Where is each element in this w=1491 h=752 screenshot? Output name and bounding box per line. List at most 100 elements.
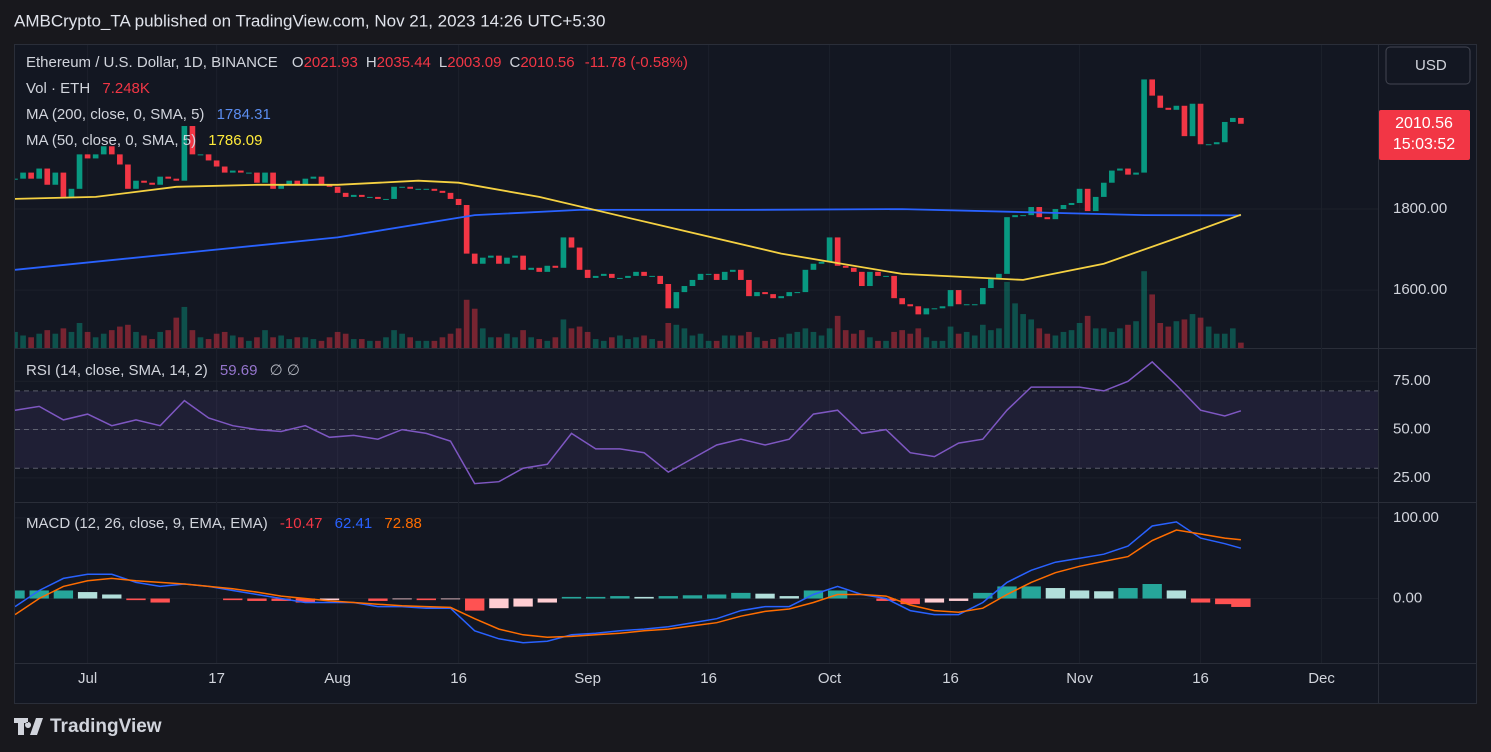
ohlc-key: L — [439, 54, 447, 71]
ohlc-value: 2021.93 — [304, 54, 358, 71]
macd-histogram-bar — [755, 593, 775, 599]
volume-bar — [794, 331, 801, 348]
volume-bar — [342, 333, 349, 348]
volume-bar — [786, 333, 793, 348]
volume-bar — [810, 331, 817, 348]
candle-body — [584, 269, 591, 278]
candle-body — [246, 172, 252, 174]
volume-bar — [504, 333, 510, 348]
volume-bar — [971, 335, 978, 348]
volume-bar — [576, 326, 583, 348]
candle-body — [84, 154, 91, 159]
candle-body — [600, 273, 607, 276]
moving-average-line — [15, 179, 1242, 281]
logo-icon — [14, 718, 43, 735]
volume-bar — [778, 337, 785, 348]
currency-button[interactable] — [1385, 46, 1471, 85]
y-tick-label: 0.00 — [1393, 589, 1422, 606]
volume-bar — [738, 335, 744, 348]
macd-histogram-bar — [15, 590, 25, 599]
volume-bar — [552, 337, 559, 348]
volume-bar — [326, 337, 333, 348]
volume-bar — [1004, 281, 1010, 348]
volume-bar — [399, 333, 405, 348]
macd-histogram-bar — [658, 596, 678, 599]
candle-body — [149, 182, 155, 185]
currency-button-label[interactable]: USD — [1415, 57, 1447, 74]
volume-bar — [173, 317, 180, 348]
volume-bar — [713, 340, 720, 348]
ohlc-value: 2003.09 — [447, 54, 501, 71]
volume-bar — [221, 331, 228, 348]
candle-body — [826, 237, 833, 262]
volume-bar — [834, 315, 841, 348]
candle-body — [762, 292, 768, 295]
macd-histogram-bar — [973, 592, 993, 599]
volume-bar — [1052, 335, 1059, 348]
candle-body — [391, 186, 397, 199]
candle-body — [1197, 103, 1204, 145]
volume-bar — [189, 330, 196, 348]
volume-bar — [447, 333, 454, 348]
candle-body — [1109, 170, 1115, 183]
candle-body — [1213, 142, 1220, 145]
candle-body — [746, 279, 752, 297]
candle-body — [108, 146, 115, 155]
candle-body — [125, 164, 131, 189]
volume-bar — [149, 339, 155, 348]
volume-bar — [947, 326, 954, 348]
candle-body — [100, 146, 107, 155]
ma200-name: MA (200, close, 0, SMA, 5) — [26, 106, 204, 123]
ohlc-value: 2010.56 — [520, 54, 574, 71]
candle-body — [1100, 182, 1107, 197]
volume-bar — [867, 337, 873, 348]
macd-histogram-bar — [440, 598, 461, 600]
candle-body — [1004, 217, 1010, 274]
volume-bar — [310, 339, 317, 348]
candle-body — [1117, 168, 1123, 171]
candle-body — [738, 269, 744, 280]
macd-histogram-bar — [1190, 598, 1211, 603]
candle-body — [1205, 144, 1212, 146]
candle-body — [367, 196, 373, 198]
volume-bar — [697, 333, 704, 348]
volume-bar — [254, 337, 260, 348]
candle-body — [375, 196, 381, 199]
candle-body — [197, 154, 204, 156]
candle-body — [552, 265, 559, 268]
candle-body — [68, 188, 75, 197]
macd-histogram-bar — [610, 596, 630, 599]
candle-body — [1230, 117, 1236, 122]
volume-bar — [1205, 326, 1212, 348]
macd-histogram-bar — [586, 596, 606, 599]
candle-body — [834, 237, 841, 266]
candle-body — [1165, 107, 1172, 110]
volume-bar — [915, 328, 922, 348]
volume-bar — [1100, 328, 1107, 348]
last-price: 2010.56 — [1395, 115, 1453, 132]
volume-bar — [181, 306, 188, 348]
candle-body — [1189, 103, 1196, 137]
macd-histogram-bar — [319, 598, 340, 601]
macd-histogram-bar — [1069, 590, 1090, 599]
candle-body — [117, 154, 123, 165]
volume-bar — [1092, 328, 1099, 348]
candle-body — [383, 198, 389, 200]
volume-bar — [36, 333, 43, 348]
volume-bar — [988, 330, 994, 348]
macd-histogram-bar — [102, 594, 122, 599]
volume-bar — [350, 339, 357, 348]
candle-body — [334, 186, 341, 193]
candle-body — [617, 277, 623, 279]
volume-bar — [431, 340, 438, 348]
y-tick-label: 1600.00 — [1393, 281, 1447, 298]
last-price-box — [1379, 110, 1470, 160]
volume-bar — [883, 340, 889, 348]
macd-histogram-bar — [295, 598, 316, 603]
volume-bar — [246, 340, 252, 348]
volume-bar — [205, 339, 212, 348]
volume-bar — [536, 339, 543, 348]
volume-bar — [383, 337, 389, 348]
volume-bar — [1221, 333, 1228, 348]
